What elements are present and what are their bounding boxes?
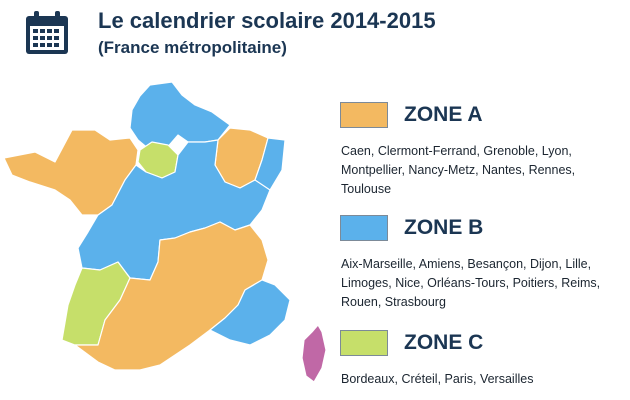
zone-c-cities: Bordeaux, Créteil, Paris, Versailles: [341, 372, 534, 386]
header: Le calendrier scolaire 2014-2015 (France…: [24, 8, 624, 66]
zone-c-legend: ZONE C Bordeaux, Créteil, Paris, Versail…: [340, 330, 625, 390]
zone-b-swatch: [340, 215, 388, 241]
region-corsica: [301, 324, 327, 383]
zone-a-legend: ZONE A Caen, Clermont-Ferrand, Grenoble,…: [340, 102, 625, 202]
zone-b-label: ZONE B: [404, 216, 484, 239]
zone-a-label: ZONE A: [404, 103, 483, 126]
zone-c-label: ZONE C: [404, 331, 484, 354]
zone-a-swatch: [340, 102, 388, 128]
zone-b-cities: Aix-Marseille, Amiens, Besançon, Dijon, …: [341, 257, 601, 309]
region-north-zone-b: [129, 81, 231, 151]
zone-b-legend: ZONE B Aix-Marseille, Amiens, Besançon, …: [340, 215, 625, 315]
zone-a-cities: Caen, Clermont-Ferrand, Grenoble, Lyon, …: [341, 144, 576, 196]
france-map: [3, 81, 327, 383]
region-south-east-zone-b: [209, 279, 291, 346]
page-title: Le calendrier scolaire 2014-2015: [98, 8, 436, 33]
calendar-icon: [26, 11, 68, 54]
page-subtitle: (France métropolitaine): [98, 38, 287, 57]
zone-c-swatch: [340, 330, 388, 356]
